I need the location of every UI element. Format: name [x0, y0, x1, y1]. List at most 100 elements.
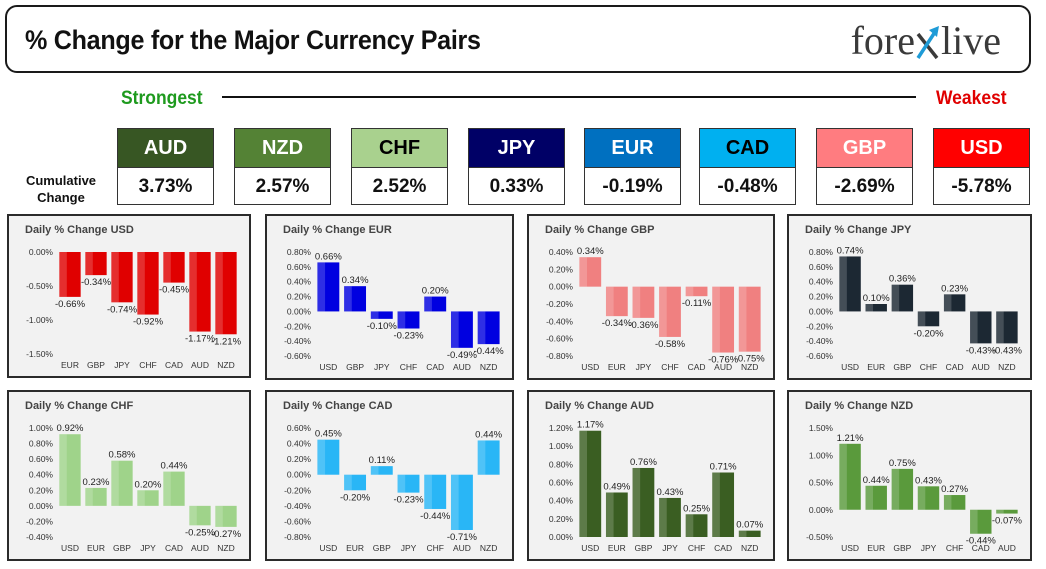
x-tick-label: CHF: [688, 543, 705, 553]
logo-text-right: live: [941, 18, 1001, 63]
x-tick-label: USD: [841, 543, 859, 553]
data-label: 0.36%: [889, 274, 916, 285]
data-label: 0.11%: [369, 455, 396, 466]
x-tick-label: EUR: [61, 360, 79, 370]
data-label: -0.34%: [81, 277, 112, 288]
chart-title: Daily % Change AUD: [545, 400, 654, 412]
y-tick-label: 0.20%: [549, 264, 574, 274]
data-label: -0.34%: [602, 318, 633, 329]
bar-highlight: [111, 252, 119, 303]
data-label: -0.76%: [708, 355, 739, 366]
y-tick-label: -0.40%: [284, 501, 311, 511]
bar-jpy: [659, 497, 681, 537]
bar-chf: [943, 495, 966, 510]
y-tick-label: 1.00%: [29, 423, 54, 433]
daily-change-panel-1: Daily % Change USD 0.00% -0.50% -1.00% -1.50…: [7, 214, 251, 378]
bar-highlight: [685, 514, 694, 537]
x-tick-label: JPY: [114, 360, 130, 370]
y-tick-label: -0.60%: [284, 351, 311, 361]
data-label: -0.44%: [966, 536, 997, 547]
bar-aud: [450, 311, 473, 348]
y-tick-label: 0.80%: [549, 459, 574, 469]
x-tick-label: NZD: [480, 543, 497, 553]
bar-aud: [189, 505, 211, 526]
logo-text-left: fore: [850, 18, 916, 63]
y-tick-label: 0.40%: [809, 277, 834, 287]
bar-jpy: [397, 474, 420, 493]
page-title: % Change for the Major Currency Pairs: [25, 25, 481, 55]
daily-change-panel-3: Daily % Change GBP 0.40% 0.20% 0.00% -0.20% -…: [527, 214, 775, 380]
forexlive-logo: fore live: [851, 17, 1001, 64]
y-tick-label: -0.50%: [26, 281, 53, 291]
bar-chf: [659, 286, 681, 337]
x-tick-label: GBP: [634, 543, 652, 553]
bar-highlight: [450, 311, 459, 348]
daily-change-panel-4: Daily % Change JPY 0.80% 0.60% 0.40% 0.20% 0.…: [787, 214, 1032, 380]
x-tick-label: CAD: [946, 362, 964, 372]
x-tick-label: CHF: [400, 362, 417, 372]
currency-cumulative-value: 2.57%: [255, 176, 310, 197]
daily-change-panel-5: Daily % Change CHF 1.00% 0.80% 0.60% 0.40% 0.…: [7, 390, 251, 561]
x-tick-label: CAD: [688, 362, 706, 372]
bar-eur: [865, 485, 887, 510]
bar-jpy: [632, 286, 655, 318]
data-label: -0.23%: [393, 495, 424, 506]
currency-cumulative-value: -0.48%: [717, 176, 778, 197]
currency-name: CAD: [700, 129, 795, 168]
chart-title: Daily % Change JPY: [805, 224, 912, 236]
bar-gbp: [111, 460, 133, 506]
bar-nzd: [477, 311, 500, 345]
y-tick-label: 0.00%: [809, 306, 834, 316]
bar-highlight: [917, 311, 926, 327]
bar-gbp: [632, 467, 655, 537]
bar-chart: Daily % Change CAD 0.60% 0.40% 0.20% 0.00% -0…: [283, 400, 503, 553]
bar-jpy: [917, 486, 940, 510]
x-tick-label: GBP: [113, 543, 131, 553]
currency-box-jpy: JPY 0.33%: [468, 128, 565, 205]
data-label: -0.92%: [133, 317, 164, 328]
data-label: 0.10%: [863, 293, 890, 304]
data-label: 0.25%: [683, 503, 710, 514]
chart-title: Daily % Change NZD: [805, 400, 913, 412]
chart-title: Daily % Change CHF: [25, 400, 133, 412]
bar-highlight: [579, 257, 588, 287]
data-label: -0.20%: [913, 328, 944, 339]
y-tick-label: -0.20%: [26, 516, 53, 526]
data-label: -0.74%: [107, 304, 138, 315]
chart-title: Daily % Change CAD: [283, 400, 392, 412]
x-tick-label: NZD: [217, 543, 234, 553]
data-label: 0.44%: [863, 475, 890, 486]
bar-highlight: [738, 530, 747, 537]
data-label: 0.20%: [422, 286, 449, 297]
bar-highlight: [397, 474, 406, 493]
data-label: 0.45%: [315, 429, 342, 440]
data-label: -0.45%: [159, 285, 190, 296]
x-tick-label: EUR: [346, 543, 364, 553]
bar-highlight: [450, 474, 459, 530]
data-label: -0.44%: [474, 346, 505, 357]
logo-x-icon: [915, 26, 941, 60]
y-tick-label: 0.20%: [809, 292, 834, 302]
x-tick-label: AUD: [972, 362, 990, 372]
currency-name: AUD: [118, 129, 213, 168]
bar-chart: Daily % Change USD 0.00% -0.50% -1.00% -1.50…: [25, 224, 242, 370]
currency-name: GBP: [817, 129, 912, 168]
data-label: -0.36%: [628, 320, 659, 331]
bar-highlight: [59, 252, 67, 297]
x-tick-label: NZD: [741, 362, 758, 372]
x-tick-label: JPY: [140, 543, 156, 553]
bar-cad: [970, 509, 992, 534]
y-tick-label: 0.00%: [29, 247, 54, 257]
bar-highlight: [370, 311, 379, 319]
y-tick-label: 1.20%: [549, 423, 574, 433]
bar-gbp: [891, 284, 914, 312]
data-label: 0.43%: [657, 487, 684, 498]
bar-nzd: [215, 252, 237, 335]
y-tick-label: 0.60%: [287, 423, 312, 433]
y-tick-label: -0.50%: [806, 532, 833, 542]
bar-cad: [163, 252, 185, 283]
bar-usd: [317, 262, 340, 312]
y-tick-label: 0.80%: [809, 247, 834, 257]
bar-cad: [424, 296, 447, 312]
x-tick-label: USD: [581, 543, 599, 553]
